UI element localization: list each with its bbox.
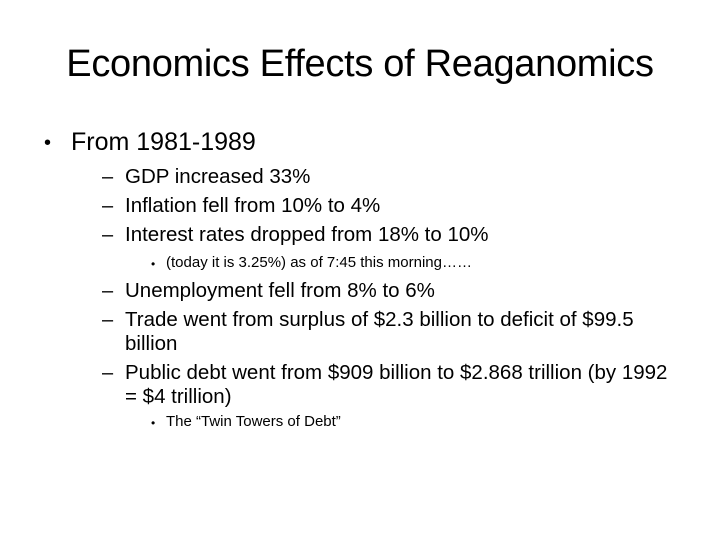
dash-marker: –	[102, 362, 114, 384]
bullet-text: Unemployment fell from 8% to 6%	[125, 279, 435, 302]
bullet-text: The “Twin Towers of Debt”	[166, 413, 341, 430]
bullet-item-trade: – Trade went from surplus of $2.3 billio…	[102, 308, 684, 356]
bullet-list: • From 1981-1989 – GDP increased 33% – I…	[44, 127, 684, 431]
bullet-item-inflation: – Inflation fell from 10% to 4%	[102, 194, 684, 218]
bullet-item-period: • From 1981-1989	[44, 127, 684, 157]
bullet-item-unemployment: – Unemployment fell from 8% to 6%	[102, 279, 684, 303]
dash-marker: –	[102, 309, 114, 331]
slide-title: Economics Effects of Reaganomics	[66, 43, 654, 85]
bullet-item-interest-rates: – Interest rates dropped from 18% to 10%	[102, 223, 684, 247]
bullet-marker: •	[151, 257, 156, 271]
bullet-text: Public debt went from $909 billion to $2…	[125, 361, 668, 408]
dash-marker: –	[102, 195, 114, 217]
bullet-text: Inflation fell from 10% to 4%	[125, 194, 381, 217]
bullet-item-gdp: – GDP increased 33%	[102, 165, 684, 189]
bullet-item-public-debt: – Public debt went from $909 billion to …	[102, 361, 684, 409]
bullet-text: From 1981-1989	[71, 128, 256, 156]
bullet-marker: •	[44, 132, 52, 154]
bullet-item-today-rate: • (today it is 3.25%) as of 7:45 this mo…	[151, 254, 684, 272]
dash-marker: –	[102, 280, 114, 302]
bullet-marker: •	[151, 416, 156, 430]
dash-marker: –	[102, 224, 114, 246]
dash-marker: –	[102, 166, 114, 188]
bullet-text: GDP increased 33%	[125, 165, 311, 188]
bullet-text: (today it is 3.25%) as of 7:45 this morn…	[166, 254, 472, 271]
bullet-item-twin-towers: • The “Twin Towers of Debt”	[151, 413, 684, 431]
bullet-text: Interest rates dropped from 18% to 10%	[125, 223, 489, 246]
bullet-text: Trade went from surplus of $2.3 billion …	[125, 308, 634, 355]
